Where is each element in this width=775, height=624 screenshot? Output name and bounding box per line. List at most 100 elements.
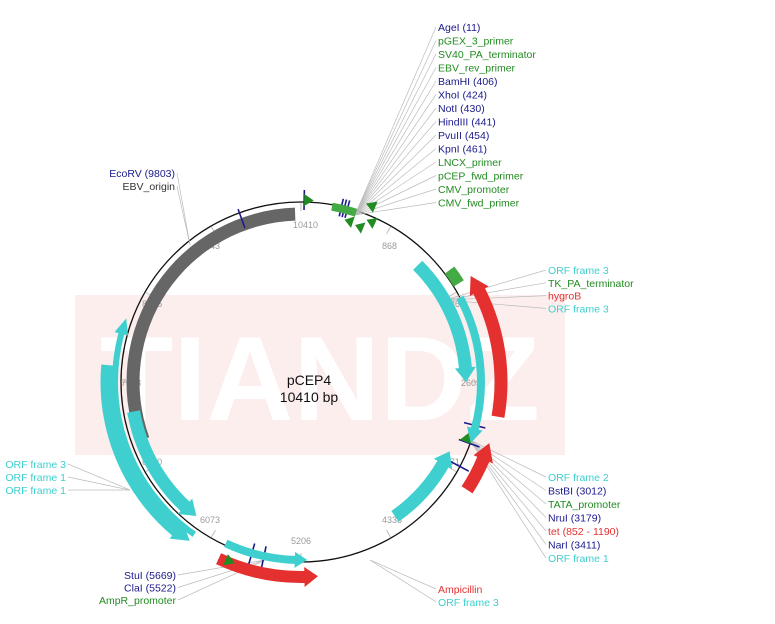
orf-frame3-right-arc xyxy=(456,295,485,444)
tet-arc xyxy=(461,443,493,494)
tick-label: 868 xyxy=(382,241,397,251)
feature-label: LNCX_primer xyxy=(438,157,502,169)
feature-label: ORF frame 3 xyxy=(5,459,66,471)
feature-label: ORF frame 1 xyxy=(548,553,609,565)
feature-label: CMV_fwd_primer xyxy=(438,198,520,210)
label-leader-line xyxy=(354,134,437,216)
feature-label: AmpR_promoter xyxy=(99,595,177,607)
pcep-fwd-primer-arrow xyxy=(365,201,378,213)
ecorv-site-mark xyxy=(237,208,246,229)
orf-frame3-top-arc xyxy=(413,260,476,382)
tick-label: 5206 xyxy=(291,536,311,546)
feature-label: BstBI (3012) xyxy=(548,486,606,498)
label-leader-lines xyxy=(67,26,547,603)
label-leader-line xyxy=(444,269,547,301)
feature-label: BamHI (406) xyxy=(438,76,498,88)
feature-label: tet (852 - 1190) xyxy=(548,526,619,538)
plasmid-size: 10410 bp xyxy=(280,389,339,405)
tk-pa-terminator-arc xyxy=(444,266,464,287)
orf-frame1-inner-arc xyxy=(127,410,197,516)
label-leader-line xyxy=(354,26,437,216)
feature-label: SV40_PA_terminator xyxy=(438,49,536,61)
label-leader-line xyxy=(354,53,437,216)
tick-label: 10410 xyxy=(293,220,318,230)
feature-label: EBV_origin xyxy=(122,181,175,193)
feature-label: NruI (3179) xyxy=(548,513,601,525)
orf-frame3-bottom-arc xyxy=(224,539,308,568)
tick-line xyxy=(211,529,216,538)
label-leader-line xyxy=(67,463,131,491)
feature-label: ORF frame 3 xyxy=(548,303,609,315)
features xyxy=(100,190,508,587)
label-leader-line xyxy=(354,121,437,216)
ampicillin-arc xyxy=(216,553,318,587)
orf-frame2-arc xyxy=(391,451,453,522)
feature-label: NarI (3411) xyxy=(548,540,600,552)
tick-line xyxy=(386,226,391,235)
feature-label: ORF frame 2 xyxy=(548,472,609,484)
label-leader-line xyxy=(354,107,437,216)
feature-label: TATA_promoter xyxy=(548,499,621,511)
label-leader-line xyxy=(354,175,437,216)
labels-left-top-group: EcoRV (9803)EBV_origin xyxy=(109,168,175,193)
label-leader-line xyxy=(369,559,437,590)
feature-label: EcoRV (9803) xyxy=(109,168,175,180)
feature-label: KpnI (461) xyxy=(438,144,487,156)
feature-label: StuI (5669) xyxy=(124,570,176,582)
labels-top-group: AgeI (11) pGEX_3_primerSV40_PA_terminator… xyxy=(438,22,536,210)
nari-site-mark xyxy=(448,460,470,472)
hygrob-arc xyxy=(469,276,508,418)
label-leader-line xyxy=(354,40,437,216)
feature-label: hygroB xyxy=(548,291,581,303)
feature-label: Ampicillin xyxy=(438,584,483,596)
cmv-fwd-primer-arrow xyxy=(366,217,378,229)
pgex3-primer-arrow xyxy=(304,194,314,207)
label-leader-line xyxy=(354,202,437,216)
tick-line xyxy=(448,292,457,297)
label-leader-line xyxy=(469,439,547,478)
label-leader-line xyxy=(354,67,437,216)
feature-label: CMV_promoter xyxy=(438,184,510,196)
feature-label: pCEP_fwd_primer xyxy=(438,171,524,183)
feature-label: HindIII (441) xyxy=(438,117,496,129)
feature-label: TK_PA_terminator xyxy=(548,278,634,290)
ampr-promoter-arrow xyxy=(223,554,235,566)
tick-label: 6073 xyxy=(200,515,220,525)
sv40-pa-terminator-arc xyxy=(331,202,358,217)
tick-line xyxy=(386,529,391,538)
labels-right-bottom-group: ORF frame 2 BstBI (3012)TATA_promoter NruI… xyxy=(548,472,621,565)
ebv-rev-primer-arrow xyxy=(344,216,355,228)
labels-left-bottom-group: StuI (5669)ClaI (5522)AmpR_promoter xyxy=(99,570,177,607)
feature-label: EBV_rev_primer xyxy=(438,63,516,75)
label-leader-line xyxy=(67,476,131,491)
feature-label: NotI (430) xyxy=(438,103,485,115)
tick-label: 4338 xyxy=(382,515,402,525)
feature-label: ORF frame 1 xyxy=(5,485,66,497)
orf-frame1-outer-arc xyxy=(100,364,190,541)
feature-label: XhoI (424) xyxy=(438,90,487,102)
orf-frame3-left-arc xyxy=(111,318,197,537)
label-leader-line xyxy=(176,185,191,246)
tick-label: 2603 xyxy=(461,378,481,388)
feature-label: pGEX_3_primer xyxy=(438,36,514,48)
label-leader-line xyxy=(354,188,437,216)
label-leader-line xyxy=(354,94,437,216)
label-leader-line xyxy=(177,559,266,576)
ebv-origin-arc xyxy=(126,207,296,442)
label-leader-line xyxy=(176,172,191,246)
feature-label: ClaI (5522) xyxy=(124,583,176,595)
plasmid-name: pCEP4 xyxy=(287,372,332,388)
tata-promoter-arrow xyxy=(459,433,472,444)
feature-label: PvuII (454) xyxy=(438,130,489,142)
feature-label: AgeI (11) xyxy=(438,22,480,34)
lncx-primer-arrow xyxy=(355,222,366,234)
feature-label: ORF frame 3 xyxy=(548,265,609,277)
label-leader-line xyxy=(354,80,437,216)
feature-label: ORF frame 3 xyxy=(438,597,499,609)
label-leader-line xyxy=(369,559,437,603)
feature-label: ORF frame 1 xyxy=(5,472,66,484)
